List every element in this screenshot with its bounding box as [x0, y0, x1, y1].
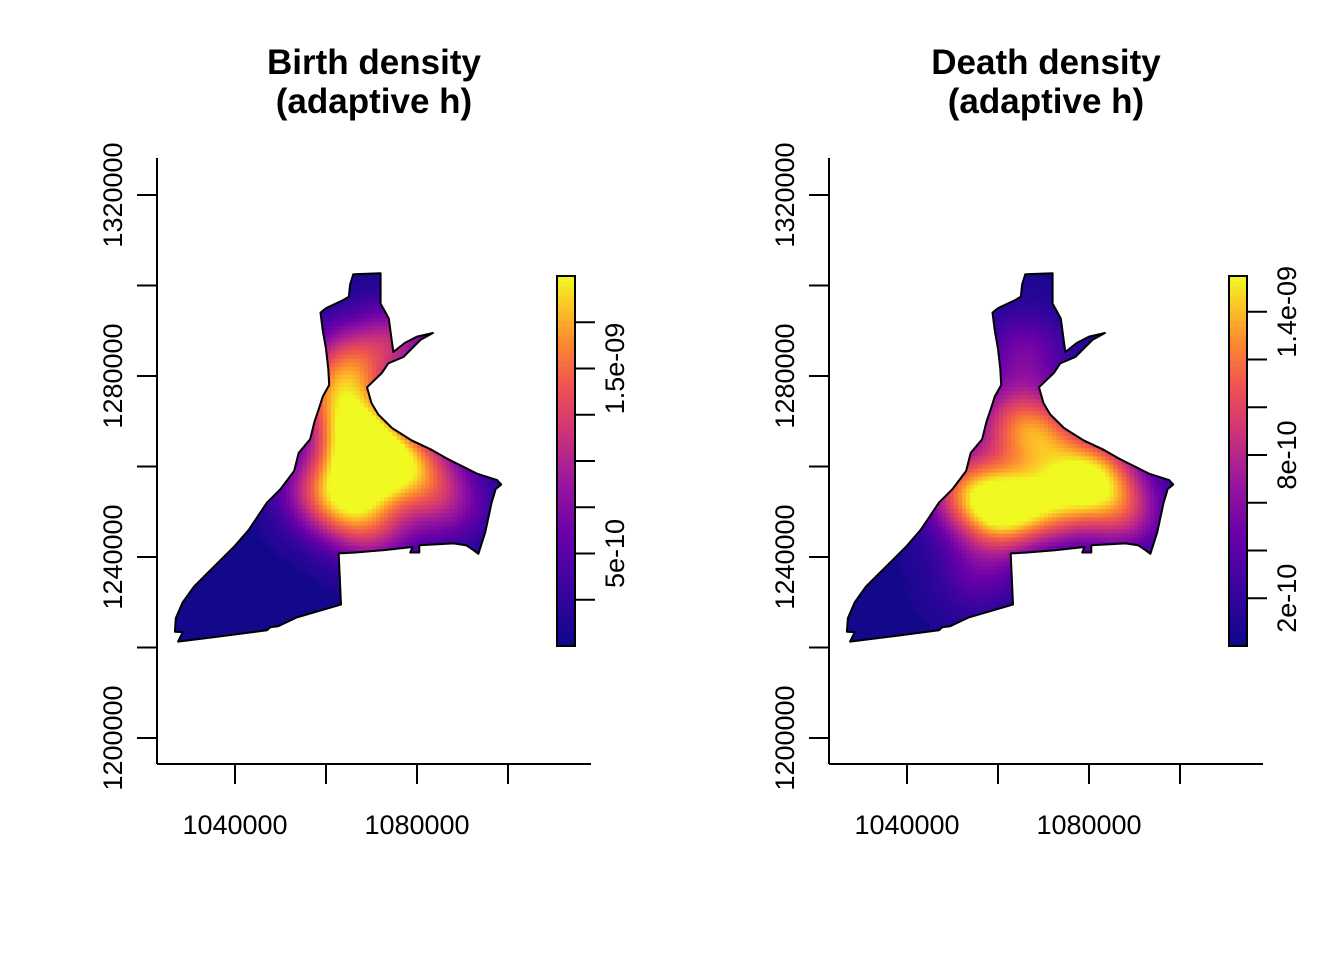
- colorbar-tick-label: 1.5e-09: [600, 323, 630, 415]
- death-density-panel: Death density (adaptive h) 1040000 108000…: [770, 43, 1302, 840]
- y-tick-label: 1320000: [770, 142, 800, 247]
- map-region: [173, 272, 503, 643]
- chart-title-line2: (adaptive h): [276, 82, 472, 121]
- x-axis: 1040000 1080000: [157, 763, 591, 840]
- colorbar-tick-label: 8e-10: [1272, 421, 1302, 490]
- map-region: [845, 272, 1175, 643]
- y-tick-label: 1320000: [98, 142, 128, 247]
- region-outline: [845, 272, 1175, 643]
- birth-density-panel: Birth density (adaptive h) 1040000 108000…: [98, 43, 630, 840]
- chart-title-line1: Birth density: [267, 43, 481, 82]
- colorbar-frame: [1228, 275, 1248, 647]
- y-tick-label: 1280000: [770, 323, 800, 428]
- y-tick-label: 1240000: [770, 504, 800, 609]
- x-tick-label: 1080000: [364, 810, 469, 840]
- x-tick-label: 1080000: [1036, 810, 1141, 840]
- chart-title-line1: Death density: [931, 43, 1161, 82]
- y-tick-label: 1240000: [98, 504, 128, 609]
- x-tick-label: 1040000: [182, 810, 287, 840]
- y-axis: 1200000 1240000 1280000 1320000: [770, 142, 830, 791]
- y-axis: 1200000 1240000 1280000 1320000: [98, 142, 158, 791]
- y-tick-label: 1200000: [770, 685, 800, 790]
- x-tick-label: 1040000: [854, 810, 959, 840]
- x-axis: 1040000 1080000: [829, 763, 1263, 840]
- colorbar: 5e-10 1.5e-09: [556, 275, 630, 647]
- chart-title-line2: (adaptive h): [948, 82, 1144, 121]
- colorbar-tick-label: 2e-10: [1272, 564, 1302, 633]
- region-outline: [173, 272, 503, 643]
- y-tick-label: 1280000: [98, 323, 128, 428]
- colorbar-tick-label: 5e-10: [600, 519, 630, 588]
- colorbar-tick-label: 1.4e-09: [1272, 266, 1302, 358]
- y-tick-label: 1200000: [98, 685, 128, 790]
- colorbar: 2e-10 8e-10 1.4e-09: [1228, 266, 1302, 647]
